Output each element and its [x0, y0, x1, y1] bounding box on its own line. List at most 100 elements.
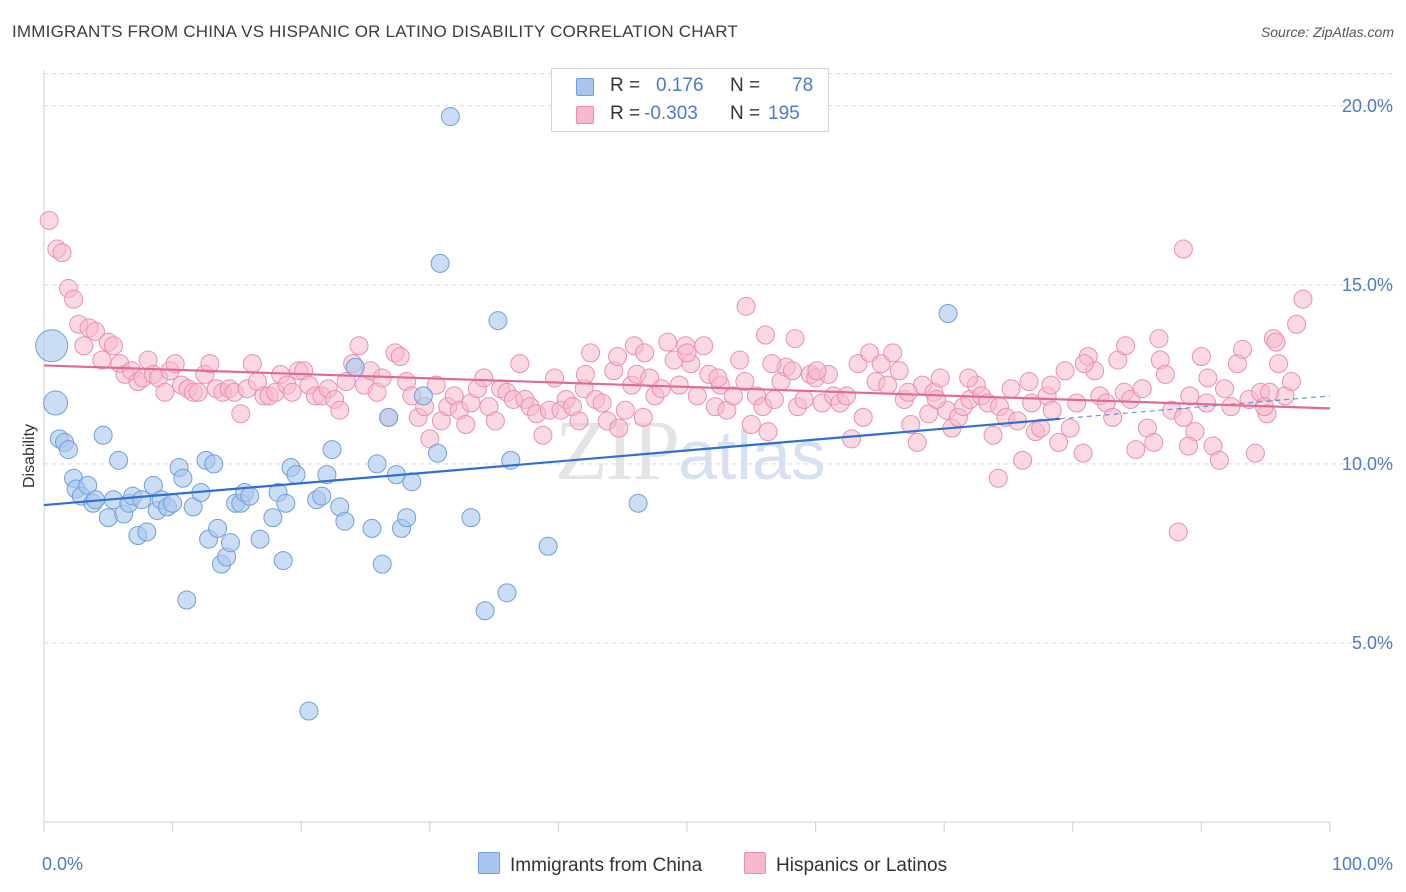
data-point-hispanics [1173, 407, 1193, 427]
data-point-hispanics [1019, 372, 1039, 392]
data-point-china [497, 583, 517, 603]
data-point-hispanics [736, 296, 756, 316]
data-point-hispanics [635, 343, 655, 363]
watermark: ZIPatlas [555, 400, 826, 500]
china-swatch [478, 852, 500, 874]
data-point-hispanics [1116, 336, 1136, 356]
data-point-hispanics [200, 354, 220, 374]
data-point-hispanics [755, 325, 775, 345]
data-point-hispanics [1215, 379, 1235, 399]
data-point-hispanics [959, 368, 979, 388]
data-point-hispanics [764, 389, 784, 409]
data-point-hispanics [889, 361, 909, 381]
trend-lines [43, 364, 1331, 507]
data-point-hispanics [807, 361, 827, 381]
data-point-hispanics [633, 407, 653, 427]
data-point-china [322, 440, 342, 460]
data-point-hispanics [1221, 397, 1241, 417]
data-point-china [58, 440, 78, 460]
data-point-hispanics [188, 382, 208, 402]
data-point-china [35, 329, 69, 363]
data-point-hispanics [842, 429, 862, 449]
data-point-hispanics [1191, 346, 1211, 366]
data-point-china [628, 493, 648, 513]
data-point-hispanics [1293, 289, 1313, 309]
data-point-china [335, 511, 355, 531]
hispanics-swatch [576, 106, 594, 124]
data-point-hispanics [1180, 386, 1200, 406]
n-label: N = [730, 103, 761, 124]
r-value: 0.176 [656, 75, 704, 96]
data-point-hispanics [1173, 239, 1193, 259]
data-point-hispanics [1013, 450, 1033, 470]
data-point-hispanics [1168, 522, 1188, 542]
data-point-hispanics [1233, 339, 1253, 359]
data-point-hispanics [485, 411, 505, 431]
data-point-hispanics [926, 389, 946, 409]
data-point-hispanics [64, 289, 84, 309]
data-point-china [367, 454, 387, 474]
data-point-hispanics [1149, 329, 1169, 349]
data-point-hispanics [545, 368, 565, 388]
source-label: Source: ZipAtlas.com [1260, 24, 1394, 40]
axes [43, 70, 1331, 832]
x-tick-label-min: 0.0% [42, 854, 83, 874]
data-point-hispanics [1001, 379, 1021, 399]
data-point-china [372, 554, 392, 574]
n-label: N = [730, 75, 761, 96]
data-point-hispanics [1042, 400, 1062, 420]
data-point-hispanics [426, 375, 446, 395]
stats-legend: R = 0.176 N = 78 R = -0.303 N = 195 [551, 68, 829, 132]
data-point-hispanics [92, 350, 112, 370]
data-point-china [286, 465, 306, 485]
hispanics-swatch [744, 852, 766, 874]
data-point-china [137, 522, 157, 542]
data-point-hispanics [1067, 393, 1087, 413]
data-point-hispanics [231, 404, 251, 424]
data-point-china [362, 518, 382, 538]
data-point-hispanics [794, 389, 814, 409]
data-point-china [440, 107, 460, 127]
data-point-hispanics [1281, 372, 1301, 392]
data-point-china [299, 701, 319, 721]
data-point-hispanics [103, 336, 123, 356]
data-point-hispanics [510, 354, 530, 374]
data-point-china [98, 508, 118, 528]
data-point-hispanics [1073, 443, 1093, 463]
data-point-hispanics [1074, 354, 1094, 374]
data-point-china [938, 304, 958, 324]
legend-label-hispanics: Hispanics or Latinos [776, 855, 948, 876]
data-point-china [208, 518, 228, 538]
data-point-hispanics [723, 386, 743, 406]
data-point-hispanics [592, 393, 612, 413]
data-point-hispanics [669, 375, 689, 395]
data-point-china [402, 472, 422, 492]
data-point-hispanics [1126, 440, 1146, 460]
data-point-hispanics [569, 411, 589, 431]
data-point-hispanics [575, 364, 595, 384]
data-point-china [240, 486, 260, 506]
data-point-china [132, 490, 152, 510]
data-point-hispanics [52, 243, 72, 263]
legend-item-china[interactable]: Immigrants from China [478, 852, 702, 877]
data-point-hispanics [988, 468, 1008, 488]
trend-line-hispanics [43, 364, 1331, 410]
data-point-china [413, 386, 433, 406]
data-point-hispanics [687, 386, 707, 406]
legend-item-hispanics[interactable]: Hispanics or Latinos [744, 852, 947, 877]
data-point-china [93, 425, 113, 445]
data-point-hispanics [785, 329, 805, 349]
data-point-china [109, 450, 129, 470]
data-point-hispanics [735, 372, 755, 392]
r-value: -0.303 [644, 103, 698, 124]
data-point-china [461, 508, 481, 528]
data-point-hispanics [730, 350, 750, 370]
data-point-hispanics [1155, 364, 1175, 384]
data-point-hispanics [330, 400, 350, 420]
y-tick-label: 5.0% [1352, 633, 1393, 653]
data-point-hispanics [1209, 450, 1229, 470]
data-point-china [397, 508, 417, 528]
data-point-hispanics [85, 321, 105, 341]
data-point-china [220, 533, 240, 553]
r-label: R = [610, 75, 641, 96]
